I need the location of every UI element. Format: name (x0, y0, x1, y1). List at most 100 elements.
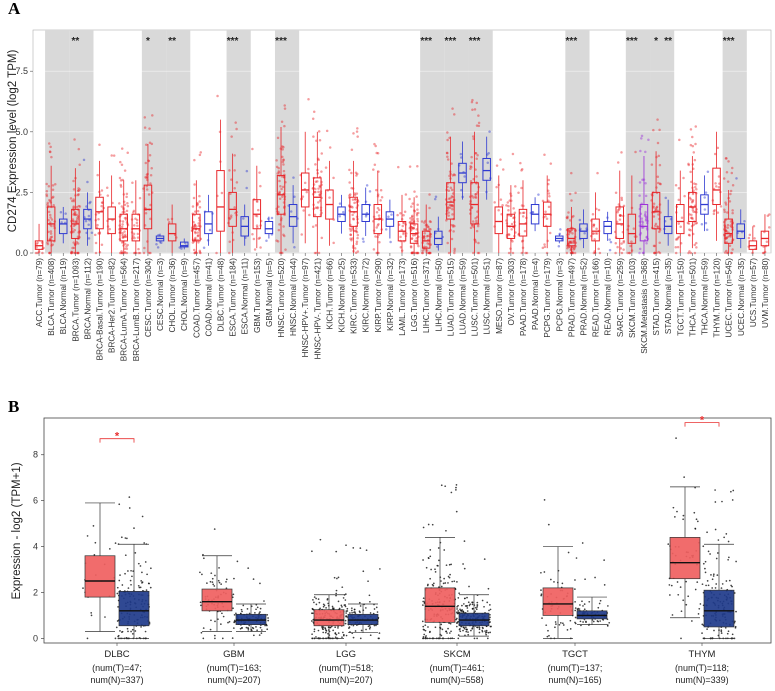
panel-a-x-tick-57: UCEC.Tumor (n=545) (725, 258, 734, 338)
panel-a-x-tick-18: GBM.Tumor (n=153) (253, 258, 262, 333)
panel-a-x-tick-42: PCPG.Tumor (n=179) (543, 258, 552, 338)
panel-a-x-tick-25: KICH.Normal (n=25) (338, 258, 347, 333)
panel-a-x-tick-45: PRAD.Normal (n=52) (579, 258, 588, 336)
panel-b-y-tick-3: 6 (33, 496, 38, 506)
panel-a-significance-51: * (654, 36, 658, 47)
panel-a-significance-44: *** (566, 36, 578, 47)
panel-b-plot-area (44, 418, 771, 643)
panel-a-x-tick-7: BRCA-LumA.Tumor (n=564) (120, 258, 129, 361)
panel-a-x-tick-11: CHOL.Tumor (n=36) (168, 258, 177, 333)
panel-a-significance-9: * (146, 36, 150, 47)
panel-b-count-tumor-5: (num(T)=118; (675, 663, 729, 673)
panel-a-x-tick-47: READ.Normal (n=10) (604, 258, 613, 336)
panel-b-count-tumor-1: (num(T)=163; (207, 663, 262, 673)
panel-b-y-axis-label: Expression - log2 (TPM+1) (11, 462, 23, 599)
panel-a-x-tick-29: KIRP.Normal (n=32) (386, 258, 395, 331)
panel-a-x-tick-35: LUAD.Normal (n=59) (458, 258, 467, 335)
panel-a-shaded-group-6 (420, 30, 444, 253)
panel-a-x-tick-23: HNSC-HPV-.Tumor (n=421) (313, 258, 322, 360)
panel-a-x-tick-36: LUSC.Tumor (n=501) (471, 258, 480, 336)
panel-a-significance-52: ** (664, 36, 672, 47)
panel-a-x-tick-33: LIHC.Normal (n=50) (434, 258, 443, 332)
panel-a-x-tick-5: BRCA-Basal.Tumor (n=190) (96, 258, 105, 361)
panel-a-x-tick-37: LUSC.Normal (n=51) (483, 258, 492, 335)
panel-a-significance-20: *** (275, 36, 287, 47)
panel-a-significance-32: *** (420, 36, 432, 47)
panel-a-x-tick-32: LIHC.Tumor (n=371) (422, 258, 431, 333)
panel-b-y-tick-4: 8 (33, 450, 38, 460)
panel-a-shaded-group-2 (142, 30, 166, 253)
panel-a-x-tick-56: THYM.Tumor (n=120) (713, 258, 722, 338)
panel-a-x-tick-30: LAML.Tumor (n=173) (398, 258, 407, 336)
panel-a-significance-36: *** (469, 36, 481, 47)
panel-a-x-tick-1: BLCA.Tumor (n=408) (47, 258, 56, 336)
panel-b-y-tick-0: 0 (33, 633, 38, 643)
panel-a-x-tick-46: READ.Tumor (n=166) (592, 258, 601, 337)
panel-a-x-tick-24: KICH.Tumor (n=66) (325, 258, 334, 330)
panel-a-x-tick-41: PAAD.Normal (n=4) (531, 258, 540, 330)
panel-a-x-tick-20: HNSC.Tumor (n=520) (277, 258, 286, 338)
panel-a-x-tick-54: THCA.Tumor (n=501) (688, 258, 697, 337)
panel-a-x-tick-43: PCPG.Normal (n=3) (555, 258, 564, 332)
panel-a-letter: A (8, 0, 21, 18)
panel-a-significance-57: *** (723, 36, 735, 47)
panel-a-x-tick-51: STAD.Tumor (n=415) (652, 258, 661, 336)
panel-b-count-normal-1: num(N)=207) (207, 675, 260, 685)
panel-a-x-tick-39: OV.Tumor (n=303) (507, 258, 516, 326)
panel-b-count-tumor-0: (num(T)=47; (92, 663, 142, 673)
panel-a-significance-16: *** (227, 36, 239, 47)
panel-a-x-tick-6: BRCA-Her2.Tumor (n=82) (108, 258, 117, 353)
panel-a-x-tick-53: TGCT.Tumor (n=150) (676, 258, 685, 336)
panel-a-x-tick-14: COAD.Normal (n=41) (204, 258, 213, 337)
panel-b-group-label-4: TGCT (562, 649, 588, 660)
panel-a-significance-34: *** (445, 36, 457, 47)
panel-b-count-normal-0: num(N)=337) (90, 675, 143, 685)
panel-b-significance-0: * (115, 431, 120, 443)
panel-a-shaded-group-8 (469, 30, 493, 253)
panel-b-group-label-3: SKCM (443, 649, 471, 660)
panel-a-x-tick-16: ESCA.Tumor (n=184) (229, 258, 238, 337)
panel-a-x-tick-13: COAD.Tumor (n=457) (192, 258, 201, 338)
panel-a-x-tick-22: HNSC-HPV+.Tumor (n=97) (301, 258, 310, 358)
panel-b-count-normal-4: num(N)=165) (548, 675, 601, 685)
panel-b-count-tumor-4: (num(T)=137; (548, 663, 603, 673)
panel-a-x-tick-31: LGG.Tumor (n=516) (410, 258, 419, 332)
panel-a-significance-49: *** (626, 36, 638, 47)
panel-b-group-label-1: GBM (223, 649, 245, 660)
panel-b-group-label-5: THYM (689, 649, 716, 660)
panel-a-x-tick-50: SKCM.Metastasis (n=368) (640, 258, 649, 354)
panel-a-chart: ** * ** *** *** *** *** *** *** *** * ** *** 0.02.55… (7, 30, 771, 361)
panel-b-count-tumor-3: (num(T)=461; (430, 663, 485, 673)
panel-b-letter: B (8, 397, 19, 416)
panel-a-x-tick-21: HNSC.Normal (n=44) (289, 258, 298, 336)
figure: A ** * ** *** *** *** *** *** *** *** * ** *** 0.02.… (0, 0, 775, 691)
panel-a-x-tick-59: UCS.Tumor (n=57) (749, 258, 758, 327)
panel-a-x-tick-3: BRCA.Tumor (n=1093) (71, 258, 80, 342)
panel-a-x-tick-49: SKCM.Tumor (n=103) (628, 258, 637, 338)
panel-a-x-tick-15: DLBC.Tumor (n=48) (217, 258, 226, 332)
panel-a-x-tick-26: KIRC.Tumor (n=533) (350, 258, 359, 334)
panel-a-x-tick-28: KIRP.Tumor (n=290) (374, 258, 383, 333)
panel-a-x-tick-44: PRAD.Tumor (n=497) (567, 258, 576, 337)
panel-b-count-normal-5: num(N)=339) (675, 675, 728, 685)
panel-a-x-tick-38: MESO.Tumor (n=87) (495, 258, 504, 334)
panel-b-group-label-0: DLBC (104, 649, 129, 660)
panel-b-y-tick-1: 2 (33, 587, 38, 597)
panel-a-y-axis-label: CD274 Expression level (log2 TPM) (7, 50, 19, 233)
panel-a-x-tick-34: LUAD.Tumor (n=515) (446, 258, 455, 336)
panel-a-shaded-group-5 (275, 30, 299, 253)
panel-a-x-tick-4: BRCA.Normal (n=112) (83, 258, 92, 340)
panel-a-x-tick-8: BRCA-LumB.Tumor (n=217) (132, 258, 141, 361)
panel-b-significance-5: * (700, 415, 705, 427)
panel-a-x-tick-55: THCA.Normal (n=59) (700, 258, 709, 335)
panel-a-significance-3: ** (71, 36, 79, 47)
panel-a-significance-11: ** (168, 36, 176, 47)
panel-a-x-tick-17: ESCA.Normal (n=11) (241, 258, 250, 335)
panel-b-count-tumor-2: (num(T)=518; (319, 663, 374, 673)
panel-a-x-tick-48: SARC.Tumor (n=259) (616, 258, 625, 337)
panel-a-x-tick-40: PAAD.Tumor (n=178) (519, 258, 528, 336)
panel-a-x-tick-12: CHOL.Normal (n=9) (180, 258, 189, 331)
panel-a-x-tick-19: GBM.Normal (n=5) (265, 258, 274, 327)
panel-a-x-tick-9: CESC.Tumor (n=304) (144, 258, 153, 337)
panel-a-x-tick-10: CESC.Normal (n=3) (156, 258, 165, 331)
